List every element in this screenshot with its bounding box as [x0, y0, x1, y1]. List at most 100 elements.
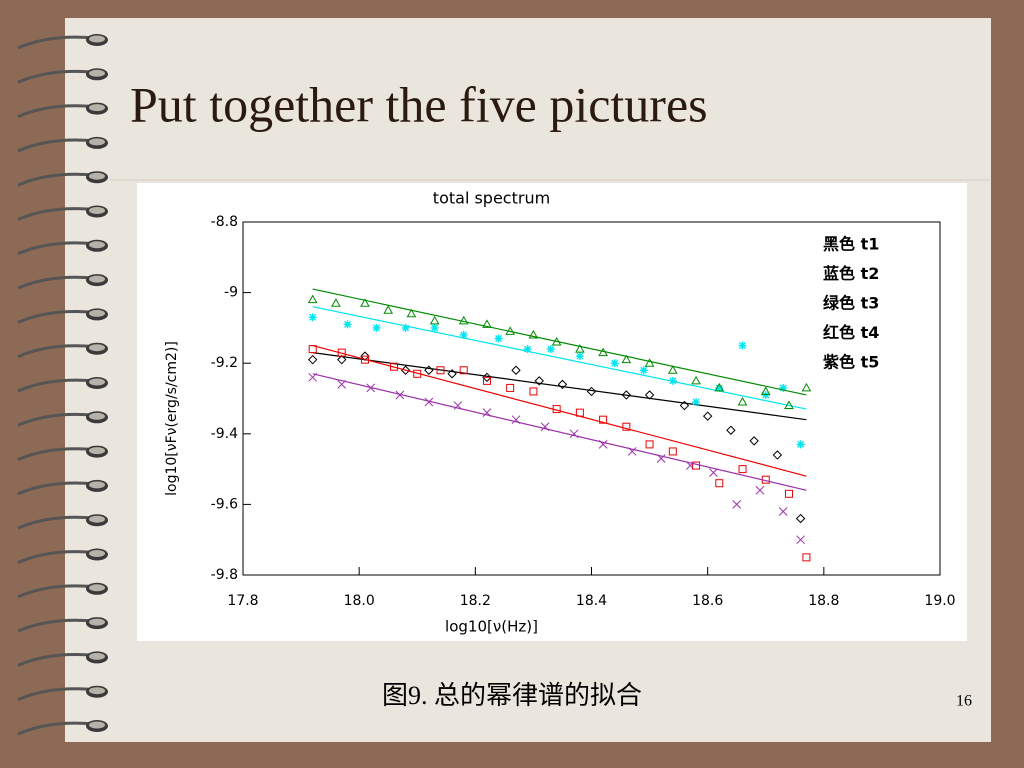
point — [784, 489, 793, 498]
point — [575, 344, 585, 353]
point — [779, 383, 788, 392]
point — [795, 513, 806, 524]
ring-hole-hi — [89, 412, 105, 420]
ring — [17, 584, 96, 599]
point — [308, 313, 317, 322]
slide-title: Put together the five pictures — [130, 76, 708, 132]
ring-hole-hi — [89, 618, 105, 626]
x-tick-label: 17.8 — [227, 593, 258, 609]
ring — [17, 241, 96, 256]
legend-entry: 绿色 t3 — [823, 294, 879, 313]
point — [796, 535, 805, 545]
ring — [17, 172, 96, 187]
y-tick-label: -9 — [224, 285, 238, 301]
ring-hole-hi — [89, 138, 105, 146]
point — [383, 305, 394, 314]
point — [732, 500, 742, 509]
ring-hole-hi — [89, 172, 105, 180]
x-tick-label: 18.8 — [808, 593, 839, 609]
point — [401, 323, 410, 332]
x-tick-label: 18.4 — [576, 593, 607, 609]
y-tick-label: -9.2 — [211, 355, 238, 371]
ring — [17, 275, 96, 290]
legend-entry: 紫色 t5 — [823, 353, 879, 372]
point — [482, 319, 492, 328]
ring-hole-hi — [89, 550, 105, 557]
ring — [17, 687, 96, 702]
point — [761, 390, 770, 399]
ring — [17, 69, 96, 84]
x-tick-label: 19.0 — [924, 593, 955, 609]
ring-hole-hi — [89, 69, 105, 77]
legend-entry: 蓝色 t2 — [823, 264, 879, 283]
ring-hole-hi — [89, 515, 105, 523]
point — [546, 345, 555, 354]
point — [667, 365, 678, 374]
point — [429, 315, 440, 325]
ring — [17, 207, 96, 221]
y-tick-label: -9.6 — [211, 496, 238, 512]
ring-hole-hi — [89, 275, 105, 283]
point — [459, 330, 468, 339]
chart-title: total spectrum — [433, 189, 550, 208]
point — [436, 366, 445, 375]
point — [337, 354, 347, 365]
ring — [17, 344, 96, 359]
fit-line — [312, 373, 807, 491]
point — [343, 320, 352, 329]
point — [622, 422, 631, 431]
point — [523, 345, 532, 354]
point — [331, 298, 341, 307]
fit-line — [312, 288, 807, 396]
point — [621, 354, 632, 364]
point — [494, 334, 503, 343]
point — [645, 440, 654, 449]
point — [755, 485, 765, 495]
point — [702, 411, 713, 421]
point — [506, 383, 515, 392]
point — [715, 479, 724, 488]
ring-hole-hi — [89, 309, 105, 317]
ring-hole-hi — [89, 241, 105, 249]
point — [726, 425, 736, 435]
ring — [17, 310, 96, 324]
ring-hole-hi — [89, 378, 105, 386]
fit-line — [312, 344, 807, 477]
point — [482, 376, 491, 385]
point — [307, 354, 318, 365]
ring — [17, 138, 96, 153]
point — [360, 298, 370, 307]
y-axis-label: log10[νFν(erg/s/cm2)] — [164, 341, 180, 496]
ring — [17, 618, 96, 633]
ring-hole-hi — [89, 687, 105, 695]
y-tick-label: -8.8 — [211, 214, 238, 230]
legend-entry: 红色 t4 — [823, 323, 879, 342]
point — [760, 386, 771, 395]
ring-hole-hi — [89, 344, 105, 352]
point — [802, 553, 811, 562]
legend-entry: 黑色 t1 — [823, 235, 879, 254]
point — [738, 341, 747, 350]
point — [714, 382, 725, 392]
point — [784, 400, 794, 410]
ring-hole-hi — [89, 481, 105, 489]
ring — [17, 412, 96, 427]
ring — [17, 35, 96, 50]
chart: total spectrum log10[ν(Hz)] log10[νFν(erg/… — [164, 189, 956, 636]
x-axis-label: log10[ν(Hz)] — [445, 618, 538, 636]
ring — [17, 481, 96, 496]
point — [424, 397, 434, 407]
ring — [17, 447, 96, 461]
point — [430, 323, 439, 332]
point — [692, 398, 701, 407]
point — [668, 447, 677, 456]
spiral-binding — [17, 34, 108, 736]
ring-hole-hi — [89, 35, 105, 43]
ring — [17, 721, 96, 736]
ring-hole-hi — [89, 104, 105, 112]
point — [644, 358, 655, 367]
point — [796, 440, 805, 449]
x-tick-label: 18.6 — [692, 593, 723, 609]
ring — [17, 104, 96, 118]
